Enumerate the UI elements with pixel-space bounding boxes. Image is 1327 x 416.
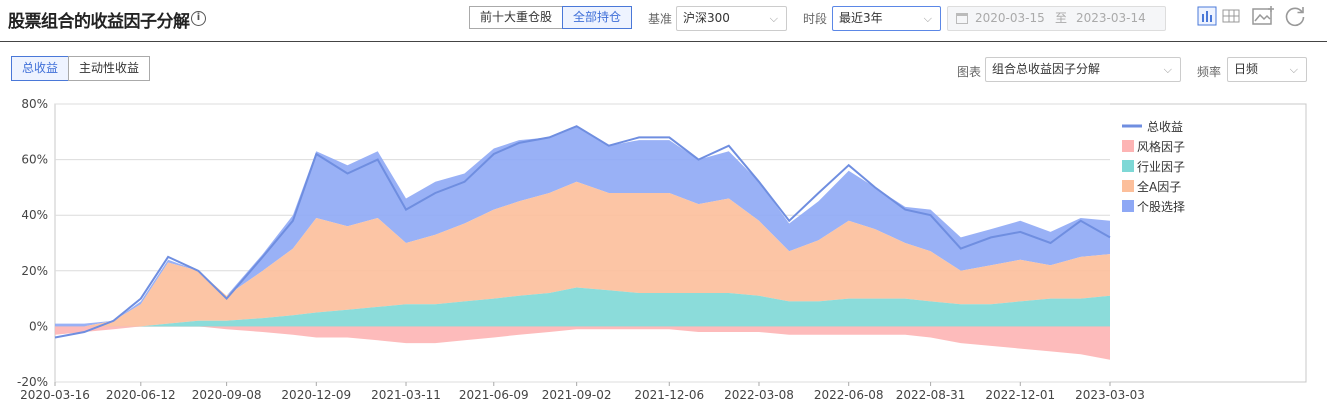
legend-swatch-industry [1122,160,1134,172]
info-icon[interactable]: i [191,11,206,26]
chart-svg: 80% 60% 40% 20% 0% -20%2020-03-16 2020-06-12 20… [17,97,1307,402]
tab-total-return[interactable]: 总收益 [11,56,69,81]
x-tick-label: 2022-08-31 [896,388,966,402]
y-tick-label: 0% [29,319,48,333]
header-bar: 股票组合的收益因子分解 i 前十大重仓股 全部持仓 基准 沪深300 ⌵ 时段 … [0,0,1327,42]
date-start: 2020-03-15 [975,11,1045,25]
x-tick-label: 2021-03-11 [371,388,441,402]
legend-label-style: 风格因子 [1137,139,1185,154]
y-tick-label: 40% [21,208,48,222]
calendar-icon [956,13,968,24]
x-tick-label: 2021-09-02 [542,388,612,402]
all-holdings-toggle[interactable]: 全部持仓 [562,6,632,29]
refresh-icon[interactable] [1283,4,1307,28]
page-title: 股票组合的收益因子分解 [8,12,190,32]
tab-active-return[interactable]: 主动性收益 [68,56,150,81]
legend-swatch-style [1122,140,1134,152]
x-tick-label: 2021-12-06 [634,388,704,402]
legend-swatch-market [1122,180,1134,192]
style-factor-area [55,326,1110,360]
legend-swatch-stock [1122,200,1134,212]
x-tick-label: 2023-03-03 [1075,388,1145,402]
chart-label: 图表 [957,65,982,79]
factor-decomposition-chart: 80% 60% 40% 20% 0% -20% 2020-03-16 2020-06-12 20… [0,90,1327,412]
x-tick-label: 2020-06-12 [106,388,176,402]
legend-label-industry: 行业因子 [1137,160,1185,174]
date-range-picker[interactable]: 2020-03-15 至 2023-03-14 [947,6,1166,31]
y-tick-label: 20% [21,264,48,278]
x-tick-label: 2020-03-16 [20,388,90,402]
x-tick-label: 2020-09-08 [192,388,262,402]
period-select[interactable]: 最近3年 ⌵ [832,6,941,31]
bar-chart-icon[interactable] [1197,6,1217,26]
benchmark-value: 沪深300 [683,11,730,25]
date-end: 2023-03-14 [1076,11,1146,25]
benchmark-select[interactable]: 沪深300 ⌵ [676,6,787,31]
frequency-select[interactable]: 日频 ⌵ [1227,57,1307,82]
image-export-icon[interactable] [1251,4,1275,28]
x-tick-label: 2022-06-08 [814,388,884,402]
chart-type-select[interactable]: 组合总收益因子分解 ⌵ [985,57,1181,82]
chevron-down-icon: ⌵ [923,12,932,25]
y-tick-label: 80% [21,97,48,111]
total-return-line [54,125,1111,339]
legend-label-stock: 个股选择 [1137,200,1185,214]
y-tick-label: 60% [21,153,48,167]
market-factor-area [55,181,1110,327]
frequency-label: 频率 [1197,65,1222,79]
period-value: 最近3年 [839,11,883,25]
industry-factor-area [55,287,1110,327]
table-icon[interactable] [1221,6,1241,26]
stock-selection-area [55,126,1110,327]
x-tick-label: 2022-12-01 [985,388,1055,402]
chart-type-value: 组合总收益因子分解 [992,62,1101,76]
x-tick-label: 2021-06-09 [459,388,529,402]
benchmark-label: 基准 [648,12,673,26]
chevron-down-icon: ⌵ [1163,63,1172,76]
top10-holdings-toggle[interactable]: 前十大重仓股 [469,6,563,29]
legend-label-market: 全A因子 [1137,179,1181,194]
x-tick-label: 2022-03-08 [724,388,794,402]
date-separator: 至 [1055,11,1068,25]
legend-label-total: 总收益 [1147,120,1183,134]
period-label: 时段 [803,12,828,26]
frequency-value: 日频 [1234,62,1259,76]
x-tick-label: 2020-12-09 [281,388,351,402]
chevron-down-icon: ⌵ [769,12,778,25]
chevron-down-icon: ⌵ [1289,63,1298,76]
y-tick-label: -20% [17,375,48,389]
